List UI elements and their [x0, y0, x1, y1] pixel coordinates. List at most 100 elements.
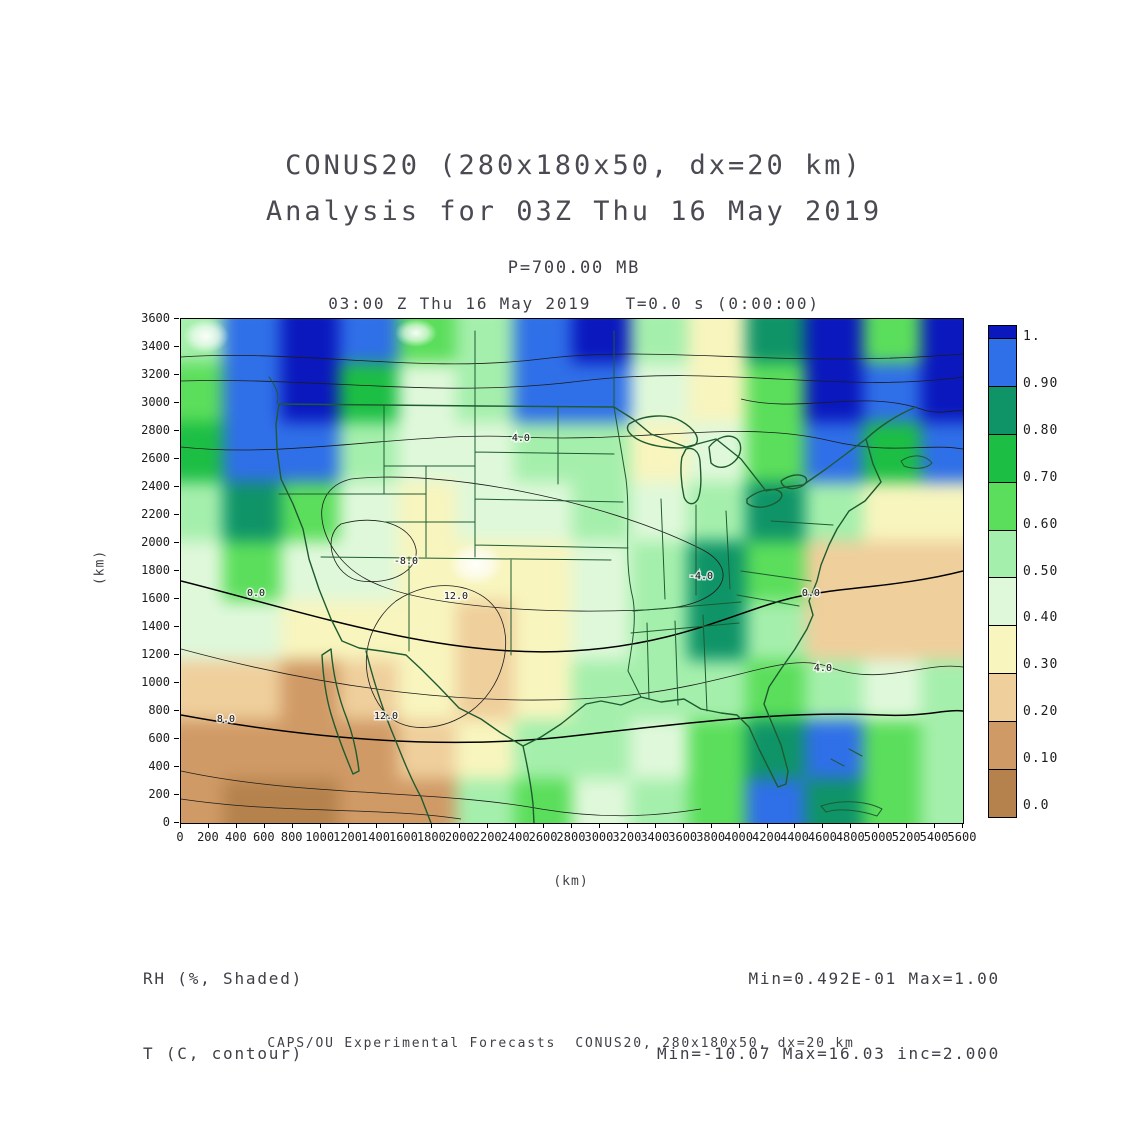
y-tick-label: 3400 [141, 339, 170, 353]
colorbar-tick-label: 0.10 [1023, 751, 1059, 767]
y-tick-label: 200 [148, 787, 170, 801]
x-tick-mark [487, 823, 489, 828]
x-tick-mark [598, 823, 600, 828]
x-tick-label: 4800 [835, 830, 865, 844]
contour-value-label: 12.0 [444, 591, 468, 602]
x-tick-mark [654, 823, 656, 828]
rh-cell [513, 422, 579, 488]
colorbar-tick-label: 0.50 [1023, 563, 1059, 579]
rh-cell [804, 600, 870, 666]
shaded-minmax-label: Min=0.492E-01 Max=1.00 [748, 969, 1000, 988]
x-tick-label: 5600 [947, 830, 977, 844]
x-tick-mark [766, 823, 768, 828]
y-tick-mark [174, 654, 179, 655]
x-tick-mark [403, 823, 405, 828]
x-tick-mark [822, 823, 824, 828]
contour-value-label: 0.0 [802, 588, 820, 599]
colorbar-tick-label: 0.40 [1023, 610, 1059, 626]
y-tick-label: 800 [148, 703, 170, 717]
colorbar-band [989, 385, 1016, 434]
rh-cell [804, 319, 870, 368]
y-tick-label: 3200 [141, 367, 170, 381]
rh-cell [181, 362, 230, 428]
rh-cell [920, 600, 963, 666]
rh-cell [630, 319, 695, 368]
chart-title-line1: CONUS20 (280x180x50, dx=20 km) [285, 150, 863, 181]
rh-cell [920, 319, 963, 368]
rh-cell [455, 600, 521, 666]
x-tick-label: 2800 [556, 830, 586, 844]
x-tick-label: 5400 [919, 830, 949, 844]
colorbar [988, 325, 1017, 818]
rh-cell [572, 541, 637, 607]
legend-minmax: Min=0.492E-01 Max=1.00 Min=-10.07 Max=16… [657, 916, 1000, 1116]
rh-cell [281, 319, 346, 368]
rh-cell [181, 660, 230, 726]
y-tick-label: 1800 [141, 563, 170, 577]
rh-cell [397, 719, 463, 785]
rh-cell [572, 319, 637, 368]
x-tick-mark [207, 823, 209, 828]
colorbar-band [989, 769, 1016, 817]
rh-cell [630, 719, 695, 785]
dry-spot [448, 542, 504, 586]
y-tick-mark [174, 570, 179, 571]
rh-cell [572, 362, 637, 428]
x-tick-label: 4600 [807, 830, 837, 844]
rh-cell [397, 481, 463, 547]
rh-cell [862, 319, 928, 368]
rh-cell [455, 719, 521, 785]
rh-cell [339, 362, 405, 428]
rh-cell [630, 660, 695, 726]
y-tick-label: 600 [148, 731, 170, 745]
x-tick-mark [571, 823, 572, 828]
rh-cell [804, 362, 870, 428]
rh-cell [804, 779, 870, 823]
x-tick-mark [543, 823, 545, 828]
y-tick-label: 1200 [141, 647, 170, 661]
y-tick-label: 3000 [141, 395, 170, 409]
rh-cell [223, 319, 288, 368]
x-tick-mark [263, 823, 265, 828]
colorbar-band [989, 338, 1016, 386]
rh-cell [181, 541, 230, 607]
y-tick-label: 1600 [141, 591, 170, 605]
rh-cell [746, 362, 812, 428]
contour-value-label: -4.0 [689, 571, 713, 582]
x-axis-label: (km) [553, 874, 589, 889]
rh-cell [513, 541, 579, 607]
plot-area: 4.0 -4.0 -8.0 0.0 0.0 4.0 8.0 12.0 12.0 [180, 318, 964, 824]
legend-shaded-contour: RH (%, Shaded) T (C, contour) [143, 916, 303, 1116]
rh-cell [397, 600, 463, 666]
x-tick-label: 800 [280, 830, 303, 844]
rh-cell [281, 422, 346, 488]
rh-cell [862, 600, 928, 666]
rh-cell [397, 362, 463, 428]
rh-cell [513, 660, 579, 726]
y-tick-label: 400 [148, 759, 170, 773]
y-tick-mark [174, 598, 179, 599]
y-tick-mark [174, 822, 179, 823]
x-tick-label: 2400 [500, 830, 530, 844]
contour-value-label: 12.0 [374, 711, 398, 722]
colorbar-band [989, 326, 1016, 338]
rh-cell [339, 779, 405, 823]
plot-clip: 4.0 -4.0 -8.0 0.0 0.0 4.0 8.0 12.0 12.0 [181, 319, 963, 823]
x-tick-mark [934, 823, 936, 828]
y-tick-label: 0 [162, 815, 170, 829]
rh-cell [862, 541, 928, 607]
rh-cell [181, 779, 230, 823]
x-tick-label: 3800 [696, 830, 726, 844]
rh-cell [339, 719, 405, 785]
colorbar-band [989, 433, 1016, 482]
rh-cell [804, 481, 870, 547]
x-tick-label: 5000 [863, 830, 893, 844]
x-tick-mark [710, 823, 712, 828]
y-tick-label: 2200 [141, 507, 170, 521]
rh-cell [223, 779, 288, 823]
x-tick-mark [515, 823, 517, 828]
y-tick-mark [174, 682, 179, 683]
rh-cell [513, 362, 579, 428]
x-tick-mark [431, 823, 433, 828]
rh-cell [513, 481, 579, 547]
